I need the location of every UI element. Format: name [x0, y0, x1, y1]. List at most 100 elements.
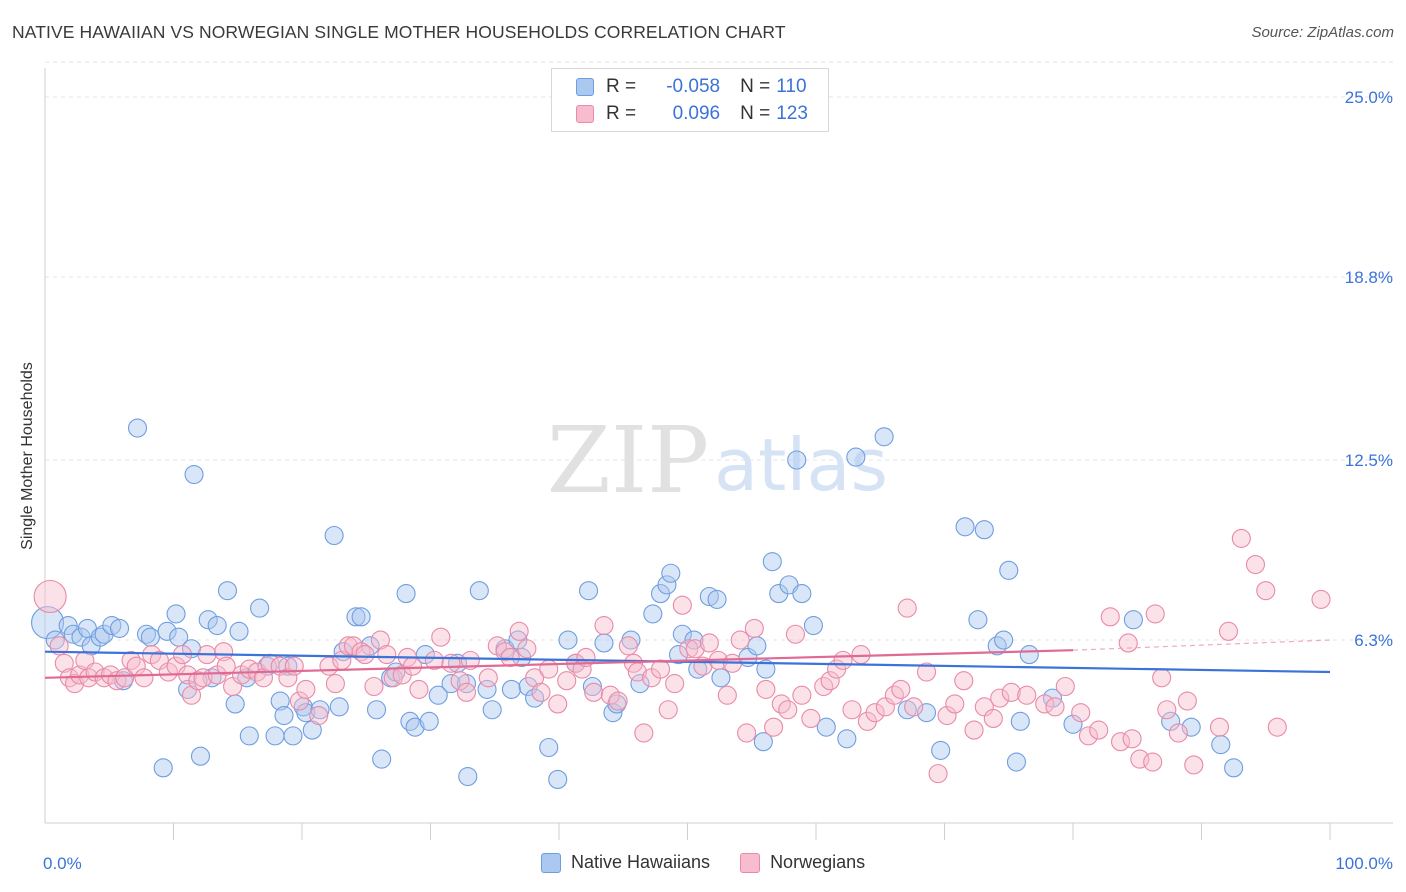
native-hawaiians-point: [787, 450, 807, 470]
legend-row-native-hawaiians: R = -0.058 N = 110: [576, 75, 807, 99]
native-hawaiians-point: [405, 717, 425, 737]
legend-n-value: 110: [776, 76, 807, 97]
norwegians-point: [487, 636, 507, 656]
native-hawaiians-point: [63, 624, 83, 644]
norwegians-point: [1168, 723, 1188, 743]
norwegians-point: [576, 647, 596, 668]
norwegians-point: [851, 645, 871, 665]
native-hawaiians-point: [153, 758, 173, 778]
native-hawaiians-point: [45, 630, 65, 650]
norwegians-point: [402, 656, 423, 676]
native-hawaiians-point: [968, 610, 988, 630]
series-legend-native-hawaiians[interactable]: Native Hawaiians: [541, 852, 710, 873]
y-tick-label: 25.0%: [1345, 88, 1393, 107]
norwegians-point: [1001, 682, 1021, 702]
native-hawaiians-point: [539, 737, 559, 758]
norwegians-point: [865, 703, 885, 723]
series-swatch-norwegians: [740, 852, 761, 873]
native-hawaiians-point: [366, 700, 387, 720]
native-hawaiians-point: [630, 674, 650, 694]
norwegians-point: [325, 674, 345, 694]
native-hawaiians-point: [792, 584, 812, 604]
native-hawaiians-point: [400, 711, 420, 731]
norwegians-point: [679, 639, 699, 659]
native-hawaiians-point: [707, 589, 727, 609]
native-hawaiians-point: [351, 607, 371, 627]
norwegians-point: [891, 679, 911, 699]
norwegians-point: [1100, 607, 1120, 627]
native-hawaiians-point: [931, 740, 951, 760]
native-hawaiians-point: [396, 584, 416, 604]
norwegians-point: [409, 679, 429, 699]
chart-title: NATIVE HAWAIIAN VS NORWEGIAN SINGLE MOTH…: [12, 22, 786, 42]
norwegians-point: [665, 674, 685, 694]
norwegians-point: [557, 671, 577, 691]
native-hawaiians-point: [329, 697, 349, 717]
legend-swatch-norwegians: [576, 105, 594, 123]
norwegians-point: [937, 706, 957, 726]
norwegians-point: [539, 659, 559, 679]
native-hawaiians-point: [874, 427, 894, 447]
native-hawaiians-point: [753, 732, 773, 752]
native-hawaiians-point: [419, 711, 439, 731]
norwegians-point: [594, 615, 614, 636]
native-hawaiians-point: [482, 700, 502, 720]
native-hawaiians-point: [501, 679, 522, 699]
norwegians-point: [431, 627, 451, 647]
native-hawaiians-point: [1224, 758, 1244, 778]
native-hawaiians-point: [469, 581, 489, 601]
native-hawaiians-point: [999, 560, 1019, 580]
norwegians-point: [309, 706, 329, 726]
native-hawaiians-point: [594, 633, 614, 653]
native-hawaiians-point: [102, 615, 122, 636]
native-hawaiians-point: [994, 630, 1014, 650]
norwegians-point: [1231, 528, 1251, 548]
norwegians-point: [1157, 700, 1177, 720]
native-hawaiians-point: [548, 769, 568, 789]
native-hawaiians-point: [579, 581, 599, 601]
norwegians-point: [531, 682, 551, 702]
native-hawaiians-point: [699, 586, 719, 607]
norwegians-point: [600, 685, 620, 705]
norwegians-point: [945, 694, 965, 714]
norwegians-point: [1311, 589, 1331, 609]
native-hawaiians-point: [1181, 717, 1201, 737]
y-tick-label: 12.5%: [1345, 451, 1393, 470]
norwegians-point: [460, 650, 480, 670]
norwegians-point: [1209, 717, 1230, 737]
norwegians-point: [456, 682, 477, 702]
native-hawaiians-point: [846, 447, 866, 467]
source-label: Source: ZipAtlas.com: [1251, 24, 1394, 41]
native-hawaiians-point: [190, 746, 211, 766]
native-hawaiians-point: [458, 766, 478, 787]
norwegians-point: [1256, 581, 1276, 601]
norwegians-point: [904, 697, 924, 717]
legend-row-norwegians: R = 0.096 N = 123: [576, 102, 808, 126]
norwegians-point: [450, 671, 470, 691]
norwegians-point: [1017, 685, 1037, 705]
series-label-norwegians: Norwegians: [770, 852, 866, 872]
norwegians-point: [1071, 703, 1091, 723]
native-hawaiians-point: [668, 645, 689, 665]
norwegians-point: [424, 650, 444, 670]
norwegians-point: [509, 621, 529, 641]
series-legend-norwegians[interactable]: Norwegians: [740, 852, 865, 873]
series-label-native-hawaiians: Native Hawaiians: [571, 852, 711, 872]
norwegians-point: [158, 662, 178, 682]
norwegians-point: [1122, 729, 1142, 749]
native-hawaiians-point: [582, 676, 602, 697]
norwegians-point: [1184, 755, 1204, 775]
norwegians-point: [785, 624, 805, 644]
native-hawaiians-point: [1019, 645, 1039, 665]
native-hawaiians-point: [428, 685, 448, 705]
norwegians-point: [284, 656, 304, 676]
norwegians-point: [239, 659, 259, 679]
native-hawaiians-point: [643, 604, 663, 624]
legend-n-label: N =: [740, 103, 771, 124]
norwegians-point: [983, 708, 1003, 729]
norwegians-point: [764, 717, 784, 737]
norwegians-point: [1245, 554, 1266, 575]
norwegians-point: [115, 668, 135, 688]
native-hawaiians-point: [747, 636, 767, 656]
